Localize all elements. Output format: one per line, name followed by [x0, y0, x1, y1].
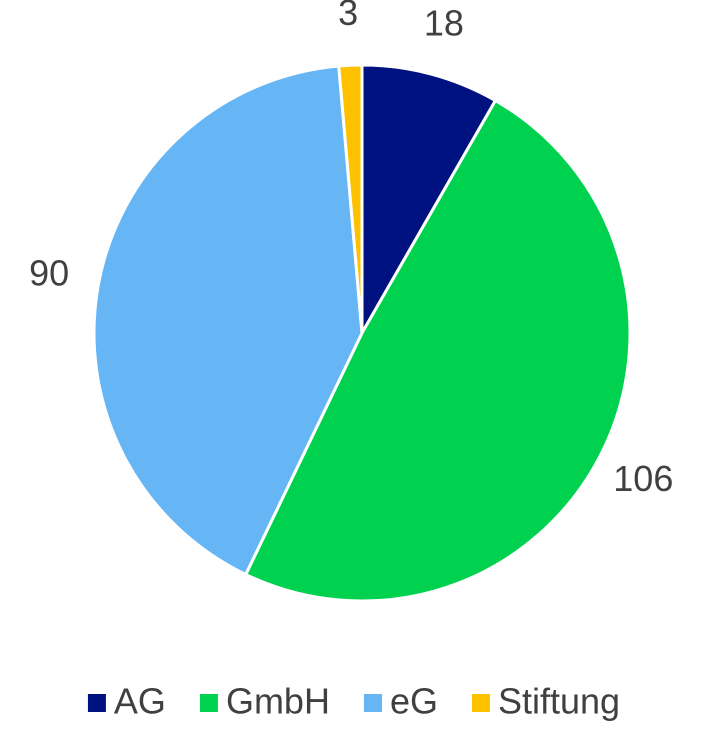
legend-label: GmbH [226, 681, 330, 722]
data-label: 3 [338, 0, 358, 33]
pie-slice [337, 63, 364, 334]
legend-swatch [87, 694, 106, 712]
legend-label: AG [114, 681, 166, 722]
legend-label: Stiftung [498, 681, 620, 722]
data-label: 18 [424, 2, 464, 43]
legend-swatch [199, 694, 218, 712]
pie-slice [243, 98, 632, 603]
legend-label: eG [390, 681, 438, 722]
legend-swatch [471, 694, 490, 712]
pie-slice [360, 63, 498, 339]
data-label: 106 [613, 458, 673, 499]
pie-slice [92, 64, 364, 577]
data-label: 90 [29, 252, 69, 293]
legend-swatch [363, 694, 382, 712]
